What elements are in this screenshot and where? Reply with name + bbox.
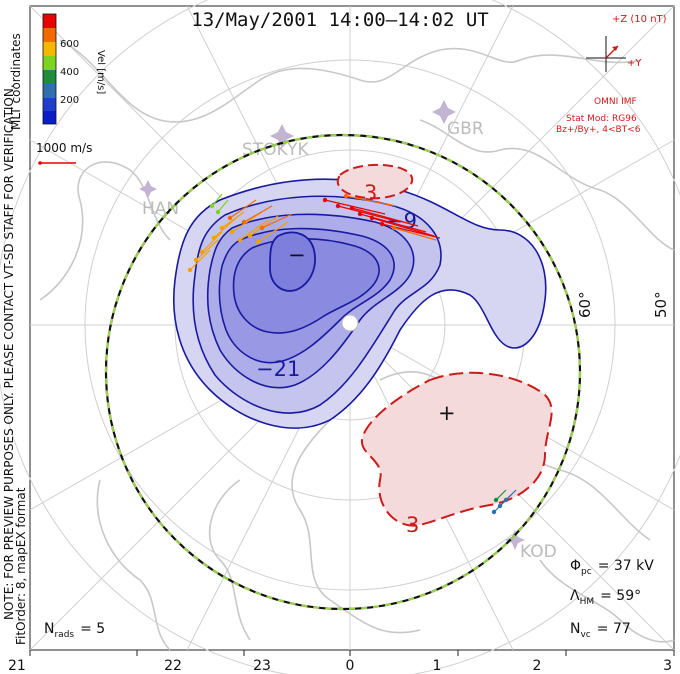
station-marker-han [139,180,157,198]
mlt-tick-23: 23 [253,658,271,674]
mlt-axis [29,650,675,656]
mlt-tick-3: 3 [663,658,672,674]
negative-contour-core [269,231,316,292]
vector-scale-label: 1000 m/s [36,141,92,155]
velocity-colorbar [42,13,57,125]
pole-marker [341,314,359,332]
mlt-tick-1: 1 [433,658,442,674]
negative-potential-cell [172,178,547,429]
svg-text:Nvc= 77: Nvc = 77 [570,621,631,640]
coords-label: MLT coordinates [9,33,23,130]
contour-label-minus21: −21 [256,357,300,381]
latitude-label-60: 60° [576,291,594,318]
svg-text:Nrads= 5: Nrads = 5 [44,621,105,640]
map-title: 13/May/2001 14:00–14:02 UT [191,9,488,31]
station-label-gbr: GBR [447,119,484,139]
colorbar-title: Vel [m/s] [95,50,106,94]
station-marker-gbr [432,100,456,124]
imf-model: Stat Mod: RG96 [566,114,637,124]
contour-label-plus3-bottom: 3 [406,513,419,537]
colorbar-tick-200: 200 [60,95,79,106]
coastlines [39,39,675,651]
fit-order-info: FitOrder: 8, mapEX format [14,487,28,645]
svg-text:ΛHM= 59°: ΛHM = 59° [570,588,641,607]
latitude-label-50: 50° [652,291,670,318]
station-label-han: HAN [142,199,179,219]
imf-condition: Bz+/By+, 4<BT<6 [556,125,641,135]
station-markers [139,100,525,550]
contour-label-max-marker: + [438,401,456,425]
stat-lambda-hm: ΛHM = 59° [570,588,641,607]
velocity-vectors [187,193,517,515]
hm-boundary-dash [104,133,582,611]
station-label-kod: KOD [520,542,557,562]
station-marker-stokyk [270,124,294,148]
colorbar-tick-400: 400 [60,67,79,78]
contour-label-min-marker: − [288,243,306,267]
mlt-tick-0: 0 [346,658,355,674]
stat-nrads: Nrads = 5 [44,621,105,640]
imf-source: OMNI IMF [594,97,637,107]
positive-potential-cells [336,163,553,527]
mlt-tick-21: 21 [8,658,26,674]
stat-nvc: Nvc = 77 [570,621,631,640]
positive-contour-main [360,371,553,527]
contour-label-plus3-top: 3 [364,181,377,205]
imf-clock [586,36,626,72]
imf-scale-label: +Z (10 nT) [612,14,667,25]
stat-phi-pc: Φpc = 37 kV [570,558,654,577]
mlt-tick-22: 22 [164,658,182,674]
colorbar-tick-600: 600 [60,39,79,50]
preview-notice: NOTE: FOR PREVIEW PURPOSES ONLY. PLEASE … [2,84,16,620]
station-label-stokyk: STOKYK [242,140,309,160]
imf-y-label: +Y [627,58,642,69]
positive-contour-small [336,163,414,200]
vector-scale-arrow [38,161,76,165]
station-marker-kod [505,530,525,550]
svg-text:Φpc= 37 kV: Φpc = 37 kV [570,558,654,577]
mlt-tick-2: 2 [533,658,542,674]
